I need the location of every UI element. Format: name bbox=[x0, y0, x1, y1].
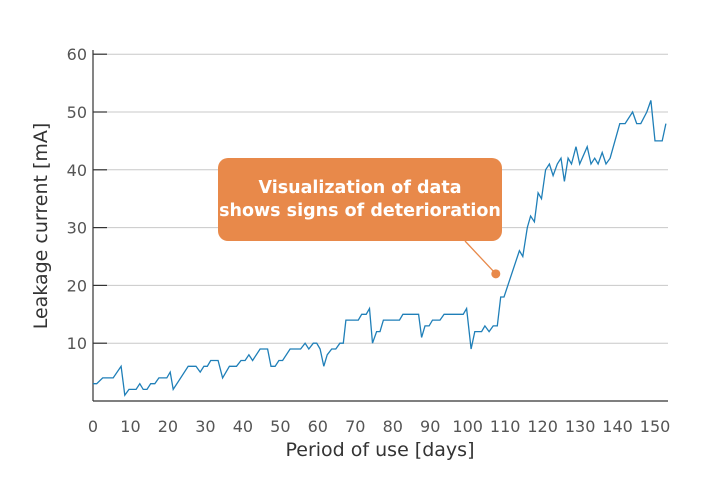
x-tick-label-140: 140 bbox=[602, 417, 633, 436]
y-tick-label-60: 60 bbox=[67, 45, 87, 64]
series-line-leakage-current bbox=[93, 100, 667, 397]
x-tick-label-80: 80 bbox=[383, 417, 403, 436]
y-axis-title: Leakage current [mA] bbox=[30, 123, 52, 330]
y-tick-label-50: 50 bbox=[67, 103, 87, 122]
callout-point-marker bbox=[491, 269, 501, 279]
callout-line-1: Visualization of data bbox=[258, 177, 462, 198]
callout-pointer bbox=[464, 240, 497, 275]
x-tick-label-110: 110 bbox=[490, 417, 521, 436]
x-tick-label-0: 0 bbox=[88, 417, 98, 436]
x-tick-label-60: 60 bbox=[308, 417, 328, 436]
y-tick-label-10: 10 bbox=[67, 334, 87, 353]
x-tick-label-40: 40 bbox=[233, 417, 253, 436]
y-tick-label-30: 30 bbox=[67, 219, 87, 238]
x-tick-label-130: 130 bbox=[565, 417, 596, 436]
x-axis-title: Period of use [days] bbox=[286, 439, 475, 461]
x-tick-label-30: 30 bbox=[195, 417, 215, 436]
callout-line-2: shows signs of deterioration bbox=[219, 200, 501, 221]
x-tick-label-90: 90 bbox=[420, 417, 440, 436]
x-tick-label-50: 50 bbox=[270, 417, 290, 436]
x-tick-label-150: 150 bbox=[640, 417, 671, 436]
annotation-callout: Visualization of data shows signs of det… bbox=[218, 158, 502, 241]
x-tick-label-10: 10 bbox=[120, 417, 140, 436]
x-tick-label-20: 20 bbox=[158, 417, 178, 436]
y-tick-label-40: 40 bbox=[67, 161, 87, 180]
x-tick-label-120: 120 bbox=[527, 417, 558, 436]
x-tick-label-100: 100 bbox=[452, 417, 483, 436]
x-tick-label-70: 70 bbox=[345, 417, 365, 436]
y-tick-label-20: 20 bbox=[67, 276, 87, 295]
